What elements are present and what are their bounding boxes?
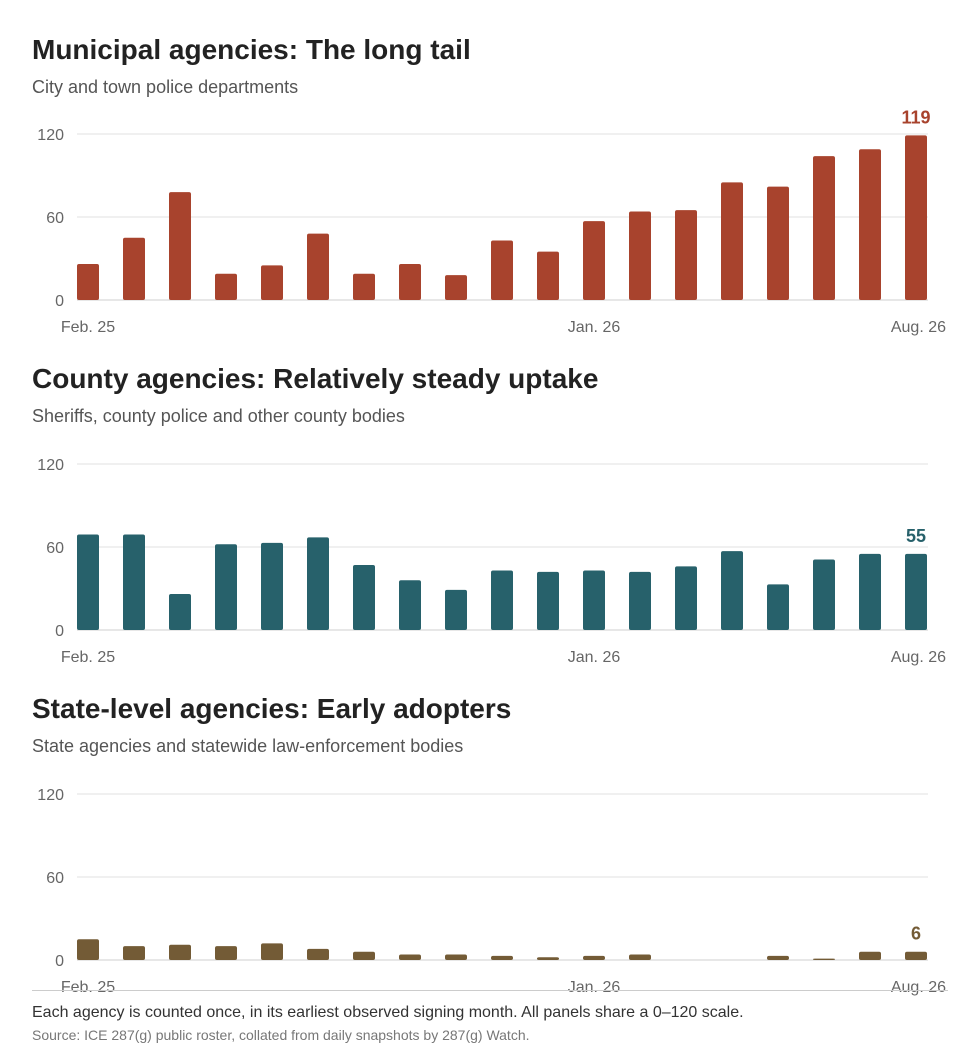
bar	[813, 156, 835, 300]
bar	[583, 570, 605, 630]
bar	[399, 954, 421, 960]
bar	[905, 951, 927, 960]
x-tick-label: Feb. 25	[61, 979, 115, 996]
bar	[215, 544, 237, 630]
bar	[307, 948, 329, 960]
bar	[261, 542, 283, 630]
last-value-label: 119	[901, 107, 930, 127]
footnote: Each agency is counted once, in its earl…	[32, 1004, 744, 1021]
bar	[629, 954, 651, 960]
bar	[491, 240, 513, 300]
bar	[123, 534, 145, 630]
panel-subtitle: City and town police departments	[32, 77, 299, 97]
bar	[123, 946, 145, 960]
y-tick-label: 60	[46, 540, 64, 557]
source-note: Source: ICE 287(g) public roster, collat…	[32, 1027, 530, 1043]
x-tick-label: Aug. 26	[891, 319, 946, 336]
bar	[261, 943, 283, 960]
bar	[77, 264, 99, 300]
y-tick-label: 120	[37, 457, 64, 474]
bar	[215, 946, 237, 960]
x-tick-label: Aug. 26	[891, 979, 946, 996]
bar	[215, 273, 237, 300]
y-tick-label: 60	[46, 870, 64, 887]
bar	[537, 957, 559, 960]
panel-title: Municipal agencies: The long tail	[32, 34, 471, 65]
bar	[905, 553, 927, 630]
bar	[675, 566, 697, 630]
bar	[767, 186, 789, 300]
footer-divider	[32, 990, 948, 991]
bar	[353, 564, 375, 630]
bar	[307, 537, 329, 630]
bar	[399, 264, 421, 300]
last-value-label: 55	[906, 526, 926, 546]
x-tick-label: Jan. 26	[568, 319, 621, 336]
bar	[859, 149, 881, 300]
panel-subtitle: State agencies and statewide law-enforce…	[32, 736, 464, 756]
bar	[491, 570, 513, 630]
bar	[905, 135, 927, 300]
y-tick-label: 0	[55, 623, 64, 640]
x-tick-label: Aug. 26	[891, 649, 946, 666]
bar	[537, 571, 559, 630]
bar	[169, 594, 191, 630]
bar	[77, 534, 99, 630]
x-tick-label: Feb. 25	[61, 649, 115, 666]
bar	[169, 944, 191, 960]
state-bar-chart: 0 60 120 Feb. 25 Jan. 26 Aug. 26 6	[37, 787, 946, 996]
bar	[445, 954, 467, 960]
bar	[123, 237, 145, 300]
last-value-label: 6	[911, 924, 921, 944]
y-tick-label: 0	[55, 293, 64, 310]
bar	[859, 951, 881, 960]
bar	[169, 192, 191, 300]
bar	[675, 210, 697, 300]
y-tick-label: 60	[46, 210, 64, 227]
bar	[307, 233, 329, 300]
bar	[813, 559, 835, 630]
bar	[399, 580, 421, 630]
bar	[767, 955, 789, 960]
bar	[813, 958, 835, 960]
municipal-bar-chart: 0 60 120 Feb. 25 Jan. 26 Aug. 26 119	[37, 107, 946, 336]
bar	[721, 551, 743, 630]
bar	[629, 211, 651, 300]
bar	[445, 275, 467, 300]
panel-title: State-level agencies: Early adopters	[32, 693, 512, 724]
y-tick-label: 120	[37, 787, 64, 804]
bar	[353, 951, 375, 960]
bar	[491, 955, 513, 960]
bar	[859, 553, 881, 630]
bar	[767, 584, 789, 630]
bar	[353, 273, 375, 300]
bar	[629, 571, 651, 630]
bar	[721, 182, 743, 300]
y-tick-label: 0	[55, 953, 64, 970]
y-tick-label: 120	[37, 127, 64, 144]
bar	[77, 939, 99, 960]
bar	[445, 589, 467, 630]
bar	[537, 251, 559, 300]
x-tick-label: Jan. 26	[568, 649, 621, 666]
panel-subtitle: Sheriffs, county police and other county…	[32, 406, 405, 426]
x-tick-label: Jan. 26	[568, 979, 621, 996]
x-tick-label: Feb. 25	[61, 319, 115, 336]
bar	[261, 265, 283, 300]
bar	[583, 221, 605, 300]
county-bar-chart: 0 60 120 Feb. 25 Jan. 26 Aug. 26 55	[37, 457, 946, 666]
panel-title: County agencies: Relatively steady uptak…	[32, 363, 599, 394]
bar	[583, 955, 605, 960]
